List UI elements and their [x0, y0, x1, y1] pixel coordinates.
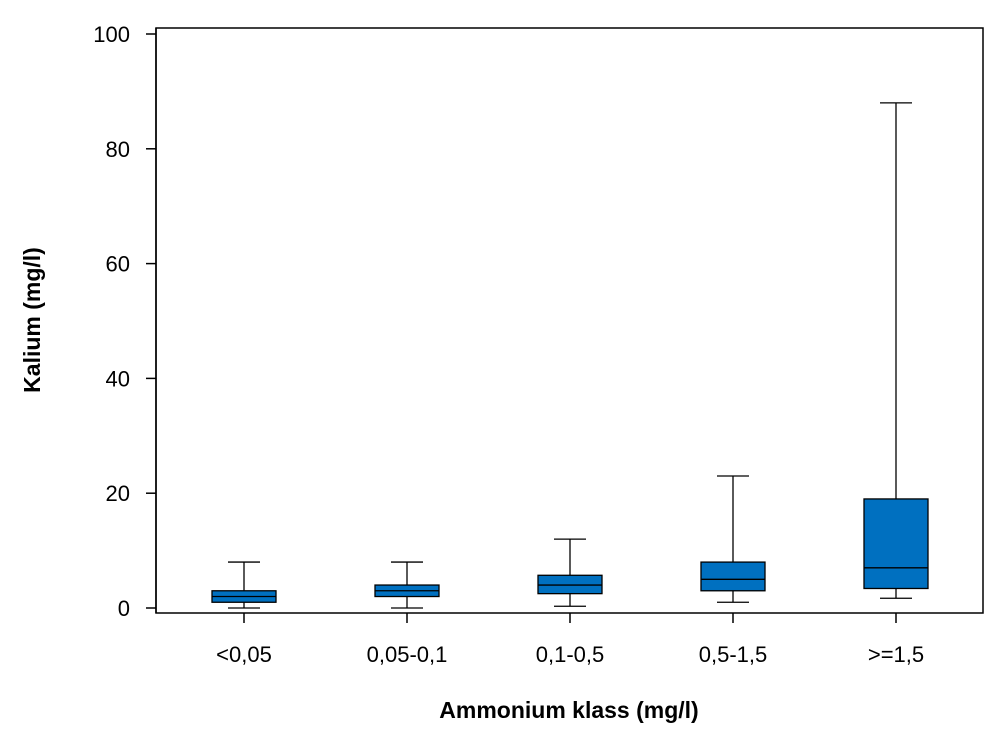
y-tick-label: 0: [118, 596, 130, 621]
plot-frame: [155, 27, 984, 614]
box-1: [211, 561, 277, 609]
box-iqr: [700, 561, 766, 592]
y-tick-label: 100: [93, 22, 130, 47]
x-tick-label: <0,05: [216, 642, 272, 667]
box-4: [700, 475, 766, 603]
y-tick-label: 20: [106, 481, 130, 506]
x-tick-label: >=1,5: [868, 642, 924, 667]
box-iqr: [863, 498, 929, 590]
box-2: [374, 561, 440, 609]
x-axis-title: Ammonium klass (mg/l): [439, 697, 698, 723]
y-tick-label: 40: [106, 366, 130, 391]
box-series: [211, 102, 929, 609]
y-tick-label: 80: [106, 137, 130, 162]
x-tick-label: 0,05-0,1: [367, 642, 448, 667]
y-axis-ticks: 0 20 40 60 80 100: [93, 22, 156, 621]
x-tick-label: 0,5-1,5: [699, 642, 768, 667]
x-tick-label: 0,1-0,5: [536, 642, 605, 667]
box-3: [537, 538, 603, 607]
x-axis-ticks: <0,05 0,05-0,1 0,1-0,5 0,5-1,5 >=1,5: [216, 613, 924, 667]
box-5: [863, 102, 929, 599]
y-axis-title: Kalium (mg/l): [19, 247, 45, 393]
y-tick-label: 60: [106, 252, 130, 277]
